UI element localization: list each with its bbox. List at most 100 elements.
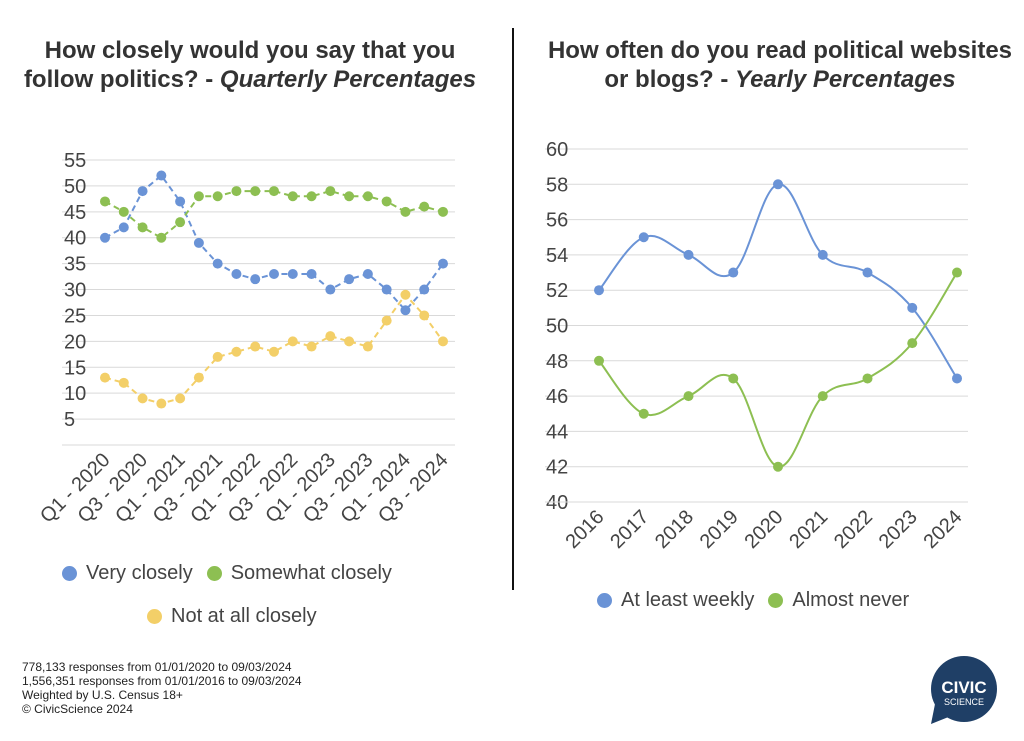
legend-item-not-at-all-closely: Not at all closely <box>147 605 317 628</box>
legend-label: Almost never <box>792 589 910 611</box>
data-point <box>250 274 261 285</box>
legend-label: Very closely <box>86 562 193 584</box>
data-point <box>250 186 261 197</box>
data-point <box>306 191 317 202</box>
data-point <box>362 341 373 352</box>
x-tick-label: 2023 <box>875 506 922 553</box>
data-point <box>325 284 336 295</box>
data-point <box>212 191 223 202</box>
data-point <box>118 222 129 233</box>
y-tick-label: 46 <box>546 386 568 408</box>
data-point <box>438 206 448 217</box>
chart1-title: How closely would you say that you follo… <box>20 36 480 94</box>
chart2-legend: At least weekly Almost never <box>597 589 923 612</box>
chart1-title-main: How closely would you say that you follo… <box>23 37 456 93</box>
y-tick-label: 56 <box>546 210 568 232</box>
data-point <box>683 249 694 260</box>
y-tick-label: 48 <box>546 351 568 373</box>
data-point <box>817 391 828 402</box>
data-point <box>438 336 448 347</box>
logo-text-civic: CIVIC <box>941 678 986 697</box>
data-point <box>250 341 261 352</box>
y-tick-label: 20 <box>64 331 86 353</box>
footer-line: 778,133 responses from 01/01/2020 to 09/… <box>22 660 292 674</box>
data-point <box>344 336 355 347</box>
data-point <box>400 305 411 316</box>
data-point <box>638 408 649 419</box>
data-point <box>683 391 694 402</box>
data-point <box>862 267 873 278</box>
legend-item-almost-never: Almost never <box>768 589 909 612</box>
data-point <box>269 346 279 357</box>
y-tick-label: 52 <box>546 280 568 302</box>
y-tick-label: 50 <box>546 316 568 338</box>
civicscience-logo: CIVIC SCIENCE <box>931 656 997 724</box>
data-point <box>817 249 828 260</box>
data-point <box>193 237 204 248</box>
legend-swatch <box>147 609 162 624</box>
legend-label: Somewhat closely <box>230 562 392 584</box>
data-point <box>400 206 411 217</box>
y-tick-label: 42 <box>546 457 568 479</box>
chart1-legend-row2: Not at all closely <box>147 605 331 628</box>
data-point <box>287 269 298 279</box>
series-line <box>598 272 958 468</box>
y-tick-label: 58 <box>546 174 568 196</box>
data-point <box>362 269 373 279</box>
data-point <box>419 310 430 321</box>
data-point <box>381 315 392 326</box>
data-point <box>728 267 739 278</box>
chart2-plot: 4042444648505254565860201620172018201920… <box>545 139 968 553</box>
y-tick-label: 10 <box>64 383 86 405</box>
x-tick-label: 2019 <box>696 506 743 553</box>
data-point <box>594 355 604 366</box>
x-tick-label: 2022 <box>830 506 877 553</box>
data-point <box>773 179 783 190</box>
y-tick-label: 25 <box>64 305 86 327</box>
series-line <box>598 183 958 379</box>
y-tick-label: 35 <box>64 254 86 276</box>
data-point <box>175 196 186 207</box>
legend-label: At least weekly <box>621 589 755 611</box>
legend-item-very-closely: Very closely <box>62 562 193 585</box>
data-point <box>306 341 317 352</box>
logo-text-science: SCIENCE <box>944 697 984 707</box>
data-point <box>638 232 649 243</box>
data-point <box>773 461 783 472</box>
x-tick-label: 2024 <box>920 506 967 553</box>
data-point <box>212 258 223 269</box>
data-point <box>400 289 411 300</box>
data-point <box>137 222 148 233</box>
data-point <box>269 186 279 197</box>
x-tick-label: 2016 <box>562 506 609 553</box>
data-point <box>419 201 430 212</box>
data-point <box>381 284 392 295</box>
legend-item-somewhat-closely: Somewhat closely <box>206 562 392 585</box>
data-point <box>438 258 448 269</box>
data-point <box>118 377 129 388</box>
x-tick-label: 2017 <box>606 506 653 553</box>
legend-swatch <box>62 566 77 581</box>
data-point <box>344 191 355 202</box>
data-point <box>100 196 110 207</box>
y-tick-label: 55 <box>64 150 86 172</box>
legend-swatch <box>206 566 222 581</box>
footer-line: © CivicScience 2024 <box>22 702 133 716</box>
data-point <box>325 186 336 197</box>
data-point <box>306 269 317 279</box>
data-point <box>137 186 148 197</box>
data-point <box>175 393 186 404</box>
y-tick-label: 40 <box>64 228 86 250</box>
data-point <box>137 393 148 404</box>
data-point <box>362 191 373 202</box>
data-point <box>231 186 242 197</box>
data-point <box>156 232 167 243</box>
data-point <box>193 372 204 383</box>
x-tick-label: 2020 <box>741 506 788 553</box>
data-point <box>231 269 242 279</box>
legend-swatch <box>768 593 784 608</box>
legend-item-at-least-weekly: At least weekly <box>597 589 754 612</box>
chart1-legend: Very closely Somewhat closely <box>62 562 406 585</box>
chart-divider <box>512 28 514 590</box>
